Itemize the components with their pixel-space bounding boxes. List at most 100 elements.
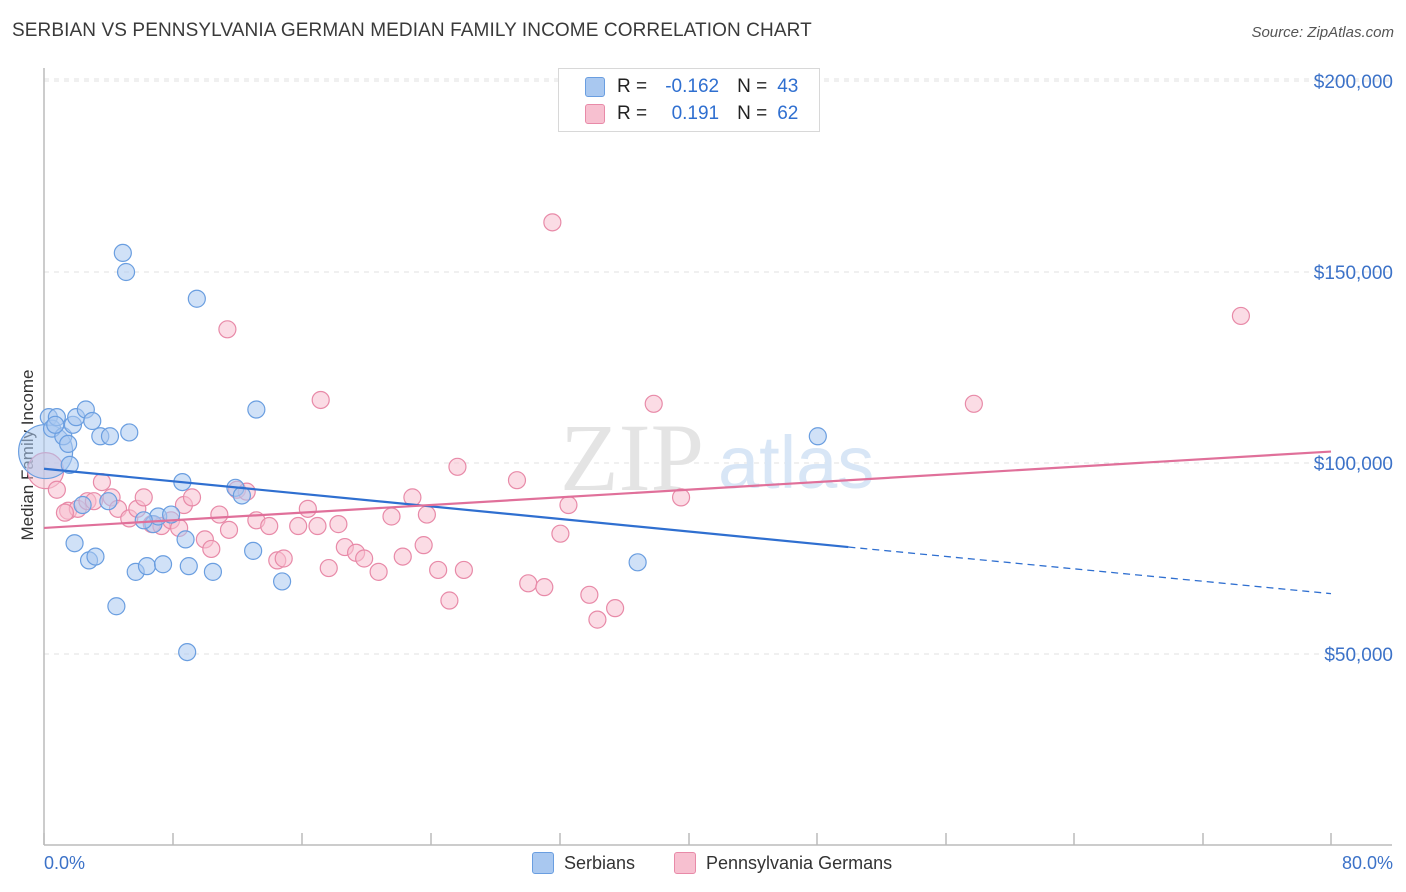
pa-germans-point <box>644 394 663 413</box>
pa-germans-point <box>543 213 562 232</box>
serbians-point <box>137 557 157 576</box>
pa-germans-point <box>47 480 66 499</box>
y-tick-label: $50,000 <box>1324 645 1393 666</box>
pa-germans-point <box>588 610 607 629</box>
serbians-point <box>107 597 126 616</box>
pa-germans-point <box>454 560 473 580</box>
pa-germans-point <box>964 394 983 413</box>
serbians-n-value: 43 <box>777 76 799 97</box>
pa-germans-point <box>329 515 348 534</box>
serbians-point <box>120 423 139 442</box>
trend-lines <box>43 450 1332 595</box>
pa-germans-point <box>218 320 237 339</box>
pa-germans-point <box>382 507 401 526</box>
source-label: Source: ZipAtlas.com <box>1251 24 1394 41</box>
x-tick-label-max: 80.0% <box>1342 853 1393 873</box>
pa-germans-point <box>319 558 338 578</box>
pa-germans-point <box>448 457 467 476</box>
pa-germans-point <box>355 549 374 568</box>
y-tick-label: $150,000 <box>1314 263 1393 284</box>
serbians-point <box>73 495 92 515</box>
pa-germans-point <box>202 539 221 559</box>
legend: R = -0.162 N = 43 R = 0.191 N = 62 <box>558 68 820 132</box>
pa-germans-point <box>559 495 578 515</box>
serbians-point <box>161 505 181 524</box>
serbians-point <box>59 434 78 453</box>
serbians-point <box>244 541 263 560</box>
legend-row-pa-germans: R = 0.191 N = 62 <box>585 101 798 127</box>
serbians-point <box>176 530 195 549</box>
pa-germans-point <box>55 503 75 522</box>
pa-germans-point <box>393 547 412 566</box>
bottom-legend-pa-germans: Pennsylvania Germans <box>674 852 892 874</box>
serbians-point <box>808 427 827 446</box>
pa-germans-point <box>606 599 625 618</box>
pa-germans-legend-label: Pennsylvania Germans <box>706 852 893 873</box>
serbians-trend-line-extension <box>848 546 1332 595</box>
serbians-trend-line <box>43 467 849 549</box>
pa-germans-swatch <box>585 104 605 124</box>
pa-germans-point <box>535 578 554 597</box>
bottom-legend-serbians: Serbians <box>532 852 635 874</box>
pa-germans-point <box>507 471 527 490</box>
serbians-legend-label: Serbians <box>564 852 636 873</box>
pa-germans-point <box>414 536 433 555</box>
serbians-point <box>187 289 206 308</box>
y-tick-label: $100,000 <box>1314 454 1393 475</box>
r-label: R = <box>617 76 648 97</box>
serbians-point <box>83 411 102 431</box>
serbians-point <box>100 427 120 446</box>
serbians-point <box>46 415 65 434</box>
pa-germans-point <box>219 520 239 539</box>
serbians-point <box>153 555 173 574</box>
serbians-point <box>113 243 132 262</box>
serbians-r-value: -0.162 <box>665 76 720 97</box>
pa-germans-point <box>298 499 317 518</box>
pa-germans-point <box>440 591 459 610</box>
pa-germans-point <box>274 549 293 568</box>
n-label: N = <box>737 76 768 97</box>
pa-germans-point <box>551 524 570 543</box>
pa-germans-point <box>671 488 691 507</box>
serbians-point <box>628 553 647 572</box>
legend-row-serbians: R = -0.162 N = 43 <box>585 74 798 100</box>
serbians-point <box>86 547 105 566</box>
pa-germans-point <box>308 516 327 536</box>
pa-germans-point <box>417 505 436 524</box>
x-tick-label-min: 0.0% <box>44 853 85 873</box>
serbians-point <box>134 511 153 530</box>
serbians-points <box>18 243 827 662</box>
pa-germans-point <box>92 473 112 492</box>
pa-germans-point <box>429 560 448 580</box>
serbians-point <box>178 642 197 662</box>
serbians-point <box>179 557 198 576</box>
watermark-atlas: atlas <box>718 421 874 504</box>
n-label: N = <box>737 103 768 124</box>
pa-germans-r-value: 0.191 <box>671 103 720 124</box>
serbians-legend-swatch <box>532 852 554 874</box>
pa-germans-point <box>182 488 202 507</box>
pa-germans-point <box>260 516 279 536</box>
pa-germans-point <box>210 505 229 524</box>
pa-germans-legend-swatch <box>674 852 696 874</box>
pa-germans-point <box>519 574 538 593</box>
serbians-point <box>247 400 266 419</box>
r-label: R = <box>617 103 648 124</box>
pa-germans-point <box>311 390 330 410</box>
pa-germans-point <box>289 516 308 536</box>
pa-germans-point <box>134 488 153 507</box>
pa-germans-point <box>1231 306 1251 326</box>
serbians-swatch <box>585 77 605 97</box>
serbians-point <box>99 492 118 511</box>
tick-labels: $50,000 $100,000 $150,000 $200,000 0.0% 80.0% <box>44 72 1393 873</box>
serbians-point <box>60 455 79 475</box>
serbians-point <box>116 262 136 282</box>
chart-title: SERBIAN VS PENNSYLVANIA GERMAN MEDIAN FA… <box>12 20 812 41</box>
grid-lines <box>44 78 1392 655</box>
pa-germans-trend-line <box>43 450 1332 530</box>
y-tick-label: $200,000 <box>1314 72 1393 93</box>
serbians-point <box>203 562 223 581</box>
serbians-point <box>65 534 84 553</box>
serbians-point <box>272 572 292 591</box>
